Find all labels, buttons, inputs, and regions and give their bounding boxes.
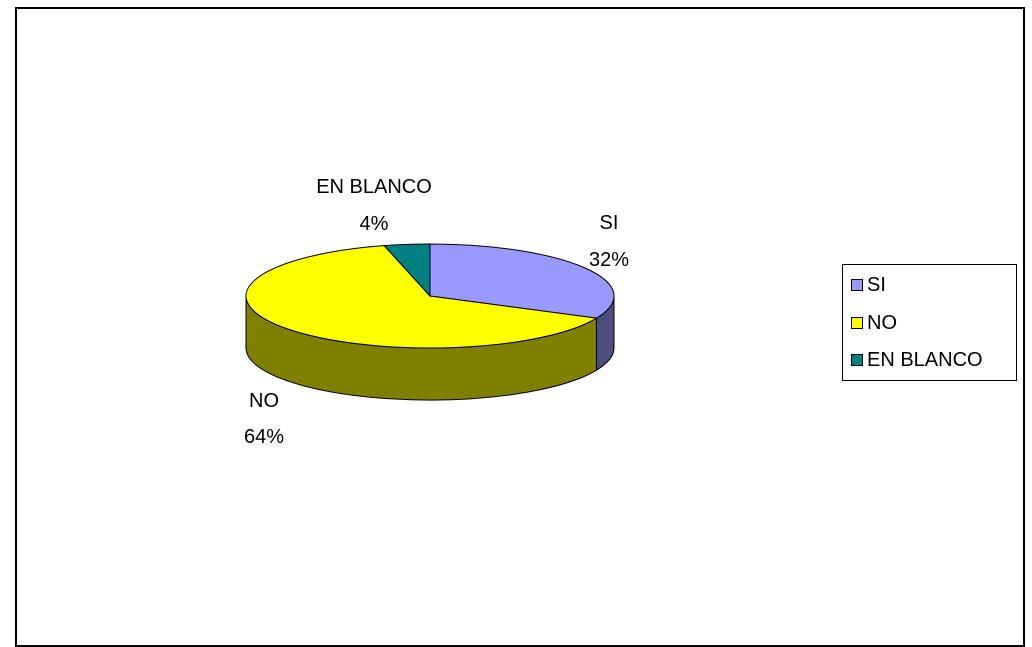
legend-swatch-no	[851, 317, 863, 329]
slice-label-enblanco-value: 4%	[360, 213, 389, 235]
pie-labels: SI 32% NO 64% EN BLANCO 4%	[244, 176, 629, 448]
legend-label-no: NO	[867, 311, 897, 334]
legend-swatch-enblanco	[851, 354, 863, 366]
pie-tops	[245, 243, 615, 349]
slice-label-si-value: 32%	[589, 249, 629, 271]
legend-item-no: NO	[851, 311, 897, 335]
legend-label-enblanco: EN BLANCO	[867, 348, 983, 371]
slice-label-no-value: 64%	[244, 426, 284, 448]
slice-label-no-name: NO	[249, 390, 279, 412]
legend-label-si: SI	[867, 273, 886, 296]
legend: SI NO EN BLANCO	[842, 264, 1017, 381]
pie-slice-si	[429, 243, 615, 319]
slice-label-enblanco-name: EN BLANCO	[316, 176, 432, 198]
pie-slice-no	[245, 245, 598, 349]
pie-slice-enblanco	[383, 243, 431, 298]
legend-swatch-si	[851, 279, 863, 291]
legend-item-si: SI	[851, 273, 886, 297]
pie-chart: SI 32% NO 64% EN BLANCO 4%	[244, 176, 629, 448]
legend-item-enblanco: EN BLANCO	[851, 348, 983, 372]
slice-label-si-name: SI	[600, 212, 619, 234]
